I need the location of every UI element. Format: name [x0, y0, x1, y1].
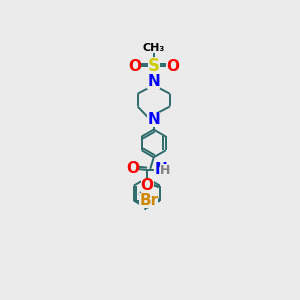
Text: O: O — [167, 58, 179, 74]
Text: O: O — [141, 178, 154, 193]
Text: S: S — [148, 57, 160, 75]
Text: H: H — [160, 164, 170, 177]
Text: O: O — [128, 58, 141, 74]
Text: CH₃: CH₃ — [142, 43, 165, 52]
Text: N: N — [154, 163, 167, 178]
Text: N: N — [147, 112, 160, 127]
Text: Br: Br — [139, 193, 158, 208]
Text: O: O — [126, 161, 139, 176]
Text: N: N — [147, 74, 160, 88]
